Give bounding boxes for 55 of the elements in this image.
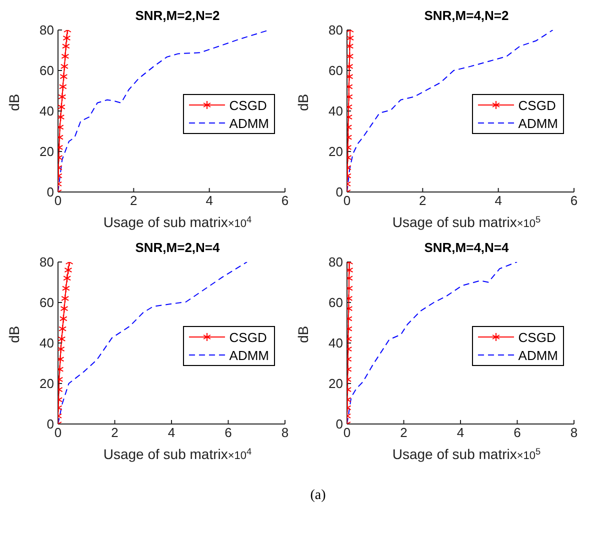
legend-label: CSGD <box>518 98 556 112</box>
x-tick-label: 4 <box>168 425 176 440</box>
x-tick-label: 2 <box>419 193 426 208</box>
x-axis-title: Usage of sub matrix <box>392 214 517 230</box>
y-tick-label: 40 <box>40 104 54 119</box>
y-tick-label: 20 <box>40 376 54 392</box>
legend-label: ADMM <box>229 348 269 362</box>
x-tick-label: 8 <box>281 425 289 440</box>
text: ×10$^{4}$ <box>228 214 252 230</box>
y-axis-title: dB <box>6 326 22 343</box>
y-tick-label: 60 <box>328 295 343 310</box>
legend-label: ADMM <box>518 116 558 130</box>
y-tick-label: 60 <box>40 63 54 78</box>
chart-title: SNR,M=4,N=4 <box>423 240 510 256</box>
text: ×10$^{5}$ <box>516 446 541 462</box>
x-tick-label: 2 <box>130 193 138 208</box>
x-tick-label: 6 <box>224 425 232 440</box>
text: (a) <box>309 488 327 504</box>
legend-label: CSGD <box>229 330 267 344</box>
x-axis-title: Usage of sub matrix <box>103 446 228 462</box>
x-tick-label: 4 <box>206 193 213 208</box>
y-tick-label: 60 <box>40 295 54 310</box>
x-tick-label: 8 <box>570 425 578 440</box>
legend-label: ADMM <box>518 348 558 362</box>
y-tick-label: 60 <box>328 63 343 78</box>
y-tick-label: 20 <box>328 144 343 160</box>
x-tick-label: 4 <box>494 193 502 208</box>
y-axis-title: dB <box>6 94 22 111</box>
legend-label: CSGD <box>518 330 556 344</box>
y-tick-label: 80 <box>328 22 343 38</box>
chart-title: SNR,M=4,N=2 <box>423 8 510 24</box>
y-tick-label: 20 <box>40 144 54 160</box>
chart-title: SNR,M=2,N=2 <box>134 8 221 24</box>
y-axis-title: dB <box>294 326 311 343</box>
y-tick-label: 20 <box>328 376 343 392</box>
x-tick-label: 6 <box>281 193 289 208</box>
legend-label: ADMM <box>229 116 269 130</box>
y-tick-label: 40 <box>328 104 343 119</box>
y-tick-label: 40 <box>328 336 343 351</box>
x-tick-label: 6 <box>514 425 521 440</box>
text: ×10$^{4}$ <box>228 446 252 462</box>
x-tick-label: 2 <box>111 425 118 440</box>
y-axis-title: dB <box>294 94 311 111</box>
y-tick-label: 80 <box>40 254 54 270</box>
y-tick-label: 40 <box>40 336 54 351</box>
x-axis-title: Usage of sub matrix <box>392 446 517 462</box>
text: ×10$^{5}$ <box>516 214 541 230</box>
x-tick-label: 6 <box>570 193 578 208</box>
y-tick-label: 80 <box>40 22 54 38</box>
x-tick-label: 2 <box>400 425 408 440</box>
x-axis-title: Usage of sub matrix <box>103 214 228 230</box>
legend-label: CSGD <box>229 98 267 112</box>
chart-title: SNR,M=2,N=4 <box>134 240 221 256</box>
x-tick-label: 4 <box>456 425 464 440</box>
y-tick-label: 80 <box>328 254 343 270</box>
